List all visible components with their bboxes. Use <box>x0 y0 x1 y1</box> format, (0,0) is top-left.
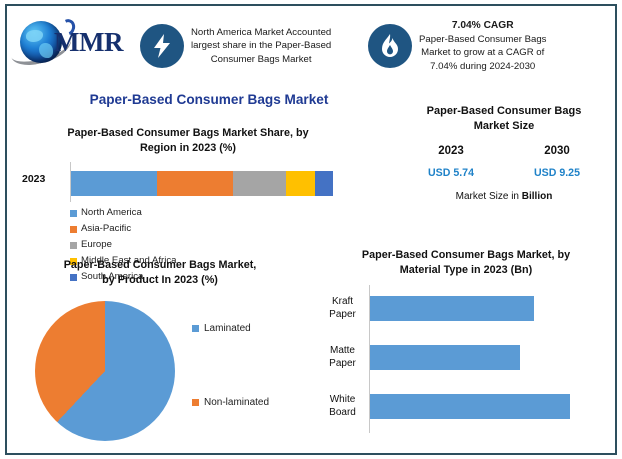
globe-icon <box>20 21 62 63</box>
region-value-axis <box>70 162 71 202</box>
region-chart-title-line1: Paper-Based Consumer Bags Market Share, … <box>67 127 309 139</box>
product-share-chart: Paper-Based Consumer Bags Market, by Pro… <box>10 258 310 453</box>
material-label-line: Matte <box>329 345 355 356</box>
legend-label: North America <box>81 207 142 218</box>
stat-line-2: largest share in the Paper-Based <box>191 40 332 52</box>
legend-label: Europe <box>81 239 112 250</box>
material-label-line: Paper <box>329 358 356 369</box>
product-chart-title-line2: by Product In 2023 (%) <box>102 273 218 286</box>
market-size-title-line2: Market Size <box>473 120 535 132</box>
pie-plot-area: Laminated Non-laminated <box>10 293 310 453</box>
legend-item-middle-east-and-africa: Middle East and Africa <box>70 253 218 269</box>
product-chart-title: Paper-Based Consumer Bags Market, by Pro… <box>10 258 310 287</box>
cagr-line-2: Market to grow at a CAGR of <box>421 47 545 58</box>
region-plot-area: 2023 <box>12 162 364 202</box>
pie-legend-item-non-laminated: Non-laminated <box>192 397 310 408</box>
stat-block-cagr: 7.04% CAGR Paper-Based Consumer Bags Mar… <box>368 11 603 81</box>
legend-swatch-icon <box>192 399 199 406</box>
cagr-line-3: 7.04% during 2024-2030 <box>430 60 536 72</box>
market-size-footer: Market Size in Billion <box>398 191 610 202</box>
region-legend: North America Asia-Pacific Europe Middle Ea… <box>12 205 364 285</box>
region-segment-north-america <box>71 171 158 196</box>
legend-swatch-icon <box>70 225 77 233</box>
material-type-chart: Paper-Based Consumer Bags Market, by Mat… <box>320 248 612 437</box>
stat-text-cagr: 7.04% CAGR Paper-Based Consumer Bags Mar… <box>419 19 546 73</box>
stat-line-3: Consumer Bags Market <box>210 53 312 65</box>
market-size-value-start: USD 5.74 <box>428 167 474 179</box>
material-chart-title-line1: Paper-Based Consumer Bags Market, by <box>361 249 571 261</box>
cagr-highlight: 7.04% CAGR <box>451 20 514 31</box>
stat-block-north-america: North America Market Accounted largest s… <box>140 11 368 81</box>
material-bar <box>370 295 534 321</box>
material-row: Matte Paper <box>320 340 612 374</box>
region-segment-middle-east-and-africa <box>285 171 315 196</box>
market-size-year-start: 2023 <box>438 145 464 157</box>
product-chart-title-line1: Paper-Based Consumer Bags Market, <box>63 259 257 271</box>
legend-label: South America <box>81 271 144 282</box>
region-share-chart: Paper-Based Consumer Bags Market Share, … <box>12 126 364 285</box>
region-category-label: 2023 <box>22 173 46 185</box>
material-bar <box>370 344 520 370</box>
cagr-line-1: Paper-Based Consumer Bags <box>419 33 547 45</box>
pie-legend: Laminated Non-laminated <box>192 323 310 408</box>
market-size-year-end: 2030 <box>544 145 570 157</box>
material-plot-area: Kraft Paper Matte Paper White Board <box>320 285 612 437</box>
pie-legend-label: Non-laminated <box>204 397 270 408</box>
pie-legend-item-laminated: Laminated <box>192 323 310 334</box>
region-segment-south-america <box>314 171 333 196</box>
market-size-value-end: USD 9.25 <box>534 167 580 179</box>
material-category-axis <box>369 285 370 433</box>
market-size-panel: Paper-Based Consumer Bags Market Size 20… <box>398 104 610 202</box>
region-segment-asia-pacific <box>157 171 234 196</box>
brand-name: MMR <box>54 27 123 57</box>
lightning-bolt-icon <box>140 24 184 68</box>
material-chart-title: Paper-Based Consumer Bags Market, by Mat… <box>320 248 612 277</box>
material-label: White Board <box>320 393 365 419</box>
stat-line-1: North America Market Accounted <box>191 26 332 38</box>
legend-label: Asia-Pacific <box>81 223 132 234</box>
material-label-line: White <box>329 394 356 405</box>
market-size-title-line1: Paper-Based Consumer Bags <box>426 105 582 117</box>
mmr-logo: MMR <box>7 11 140 81</box>
material-label: Kraft Paper <box>320 295 365 321</box>
header-bar: MMR North America Market Accounted large… <box>7 7 614 85</box>
material-label: Matte Paper <box>320 344 365 370</box>
legend-item-south-america: South America <box>70 269 218 285</box>
market-size-footer-unit: Billion <box>521 191 553 202</box>
legend-swatch-icon <box>70 241 77 249</box>
stat-text-north-america: North America Market Accounted largest s… <box>191 26 331 67</box>
region-chart-title: Paper-Based Consumer Bags Market Share, … <box>12 126 364 155</box>
page-title: Paper-Based Consumer Bags Market <box>89 92 329 107</box>
legend-item-north-america: North America <box>70 205 218 221</box>
pie-chart <box>35 301 175 441</box>
market-size-footer-prefix: Market Size in <box>455 191 522 202</box>
material-bar <box>370 393 570 419</box>
material-label-line: Kraft <box>331 296 354 307</box>
material-row: White Board <box>320 389 612 423</box>
market-size-title: Paper-Based Consumer Bags Market Size <box>398 104 610 134</box>
legend-swatch-icon <box>192 325 199 332</box>
material-label-line: Paper <box>329 309 356 320</box>
pie-legend-label: Laminated <box>204 323 251 334</box>
material-label-line: Board <box>329 407 356 418</box>
legend-item-asia-pacific: Asia-Pacific <box>70 221 218 237</box>
legend-swatch-icon <box>70 273 77 281</box>
legend-label: Middle East and Africa <box>81 255 177 266</box>
region-stacked-bar <box>71 171 333 196</box>
region-chart-title-line2: Region in 2023 (%) <box>140 141 236 154</box>
region-segment-europe <box>233 171 286 196</box>
material-row: Kraft Paper <box>320 291 612 325</box>
flame-icon <box>368 24 412 68</box>
material-chart-title-line2: Material Type in 2023 (Bn) <box>399 263 533 276</box>
legend-swatch-icon <box>70 209 77 217</box>
market-size-values: USD 5.74 USD 9.25 <box>398 167 610 179</box>
legend-swatch-icon <box>70 257 77 265</box>
market-size-years: 2023 2030 <box>398 145 610 157</box>
legend-item-europe: Europe <box>70 237 218 253</box>
